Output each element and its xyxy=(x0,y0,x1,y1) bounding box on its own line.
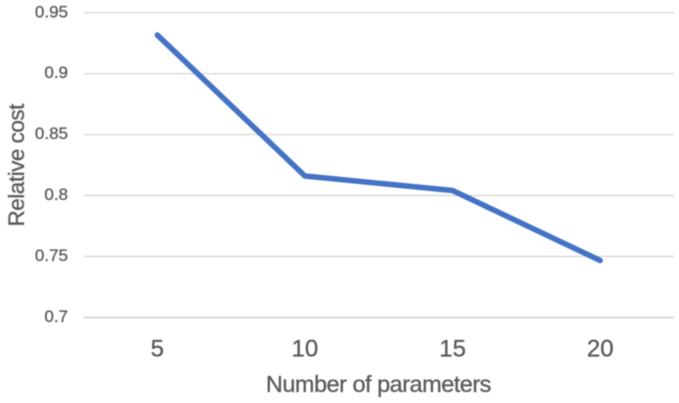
svg-text:0.9: 0.9 xyxy=(44,63,68,82)
svg-text:0.85: 0.85 xyxy=(35,124,68,143)
svg-text:10: 10 xyxy=(292,336,319,363)
svg-text:0.75: 0.75 xyxy=(35,246,68,265)
svg-text:0.95: 0.95 xyxy=(35,2,68,21)
svg-text:20: 20 xyxy=(587,336,614,363)
svg-text:5: 5 xyxy=(151,336,164,363)
svg-text:0.8: 0.8 xyxy=(44,185,68,204)
svg-text:0.7: 0.7 xyxy=(44,307,68,326)
svg-text:Relative cost: Relative cost xyxy=(4,103,29,227)
svg-text:15: 15 xyxy=(439,336,466,363)
svg-text:Number of parameters: Number of parameters xyxy=(266,371,491,397)
